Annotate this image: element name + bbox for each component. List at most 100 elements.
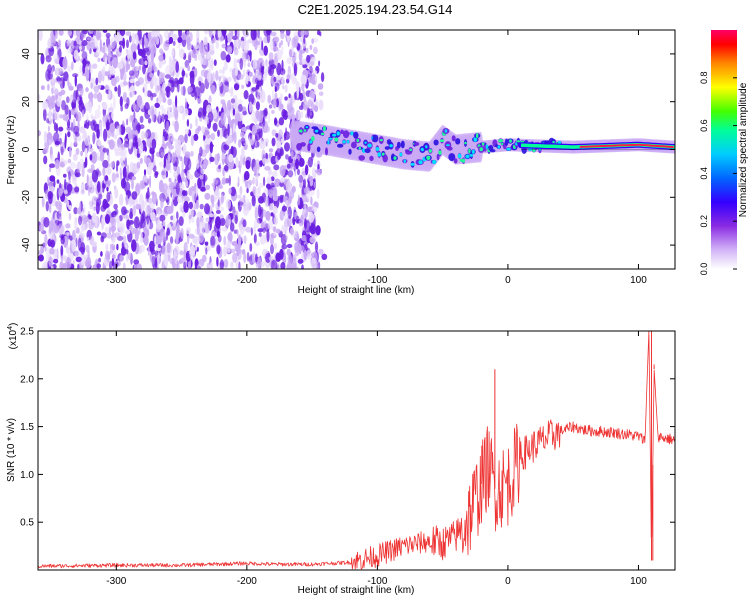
spectrogram-noise-blob bbox=[80, 150, 83, 157]
spectrogram-noise-blob bbox=[231, 241, 238, 246]
spectrogram-noise-blob bbox=[169, 30, 174, 36]
spectrogram-noise-blob bbox=[257, 257, 262, 269]
spectrogram-noise-blob bbox=[278, 117, 285, 126]
spectrogram-noise-blob bbox=[215, 203, 218, 209]
spectrogram-noise-blob bbox=[298, 157, 305, 167]
spectrogram-noise-blob bbox=[58, 215, 63, 222]
spectrogram-noise-blob bbox=[67, 30, 72, 37]
spectrogram-noise-blob bbox=[185, 73, 188, 78]
spectrogram-noise-blob bbox=[188, 214, 192, 220]
spectrogram-noise-blob bbox=[104, 203, 110, 208]
spectrogram-noise-blob bbox=[302, 104, 308, 110]
spectrogram-noise-blob bbox=[299, 182, 303, 189]
spectrogram-noise-blob bbox=[65, 246, 70, 254]
spectrogram-noise-blob bbox=[209, 261, 213, 269]
spectrogram-noise-blob bbox=[275, 228, 281, 234]
spectrogram-noise-blob bbox=[258, 232, 262, 237]
spectrogram-ridge-core bbox=[316, 146, 321, 153]
spectrogram-noise-blob bbox=[67, 65, 72, 72]
spectrogram-noise-blob bbox=[93, 206, 96, 212]
spectrogram-noise-blob bbox=[96, 263, 101, 269]
spectrogram-ridge-peak bbox=[506, 147, 511, 151]
spectrogram-noise-blob bbox=[297, 258, 304, 264]
spectrogram-noise-blob bbox=[245, 73, 249, 85]
spectrogram-noise-blob bbox=[98, 193, 103, 200]
spectrogram-noise-blob bbox=[76, 96, 80, 102]
spectrogram-noise-blob bbox=[154, 107, 157, 114]
spectrogram-noise-blob bbox=[315, 225, 321, 236]
spectrogram-noise-blob bbox=[172, 194, 175, 200]
spectrogram-noise-blob bbox=[42, 148, 49, 154]
spectrogram-ridge-peak bbox=[334, 137, 339, 142]
spectrogram-noise-blob bbox=[195, 128, 200, 135]
spectrogram-noise-blob bbox=[187, 158, 192, 171]
spectrogram-noise-blob bbox=[171, 33, 178, 41]
spectrogram-noise-blob bbox=[240, 137, 246, 144]
spectrogram-noise-blob bbox=[161, 77, 165, 83]
snr-y-tick-label: 1.5 bbox=[20, 422, 34, 433]
spectrogram-noise-blob bbox=[217, 129, 220, 137]
spectrogram-noise-blob bbox=[126, 39, 129, 49]
spectrogram-noise-blob bbox=[131, 178, 134, 190]
spectrogram-noise-blob bbox=[115, 173, 119, 178]
spectrogram-noise-blob bbox=[184, 128, 190, 135]
spectrogram-noise-blob bbox=[131, 239, 137, 252]
spectrogram-noise-blob bbox=[127, 51, 130, 64]
spectrogram-noise-blob bbox=[200, 69, 207, 77]
spectrogram-noise-blob bbox=[241, 249, 246, 255]
spectrogram-noise-blob bbox=[51, 216, 54, 230]
spectrogram-noise-blob bbox=[308, 211, 315, 223]
spectrogram-noise-blob bbox=[152, 36, 156, 43]
spectrogram-noise-blob bbox=[290, 165, 293, 172]
spectrogram-noise-blob bbox=[62, 77, 65, 89]
spectrogram-noise-blob bbox=[116, 160, 120, 167]
spectrogram-noise-blob bbox=[320, 72, 325, 83]
spectrogram-noise-blob bbox=[277, 154, 281, 161]
spectrogram-noise-blob bbox=[81, 109, 85, 118]
spectrogram-noise-blob bbox=[149, 60, 155, 71]
spectrogram-noise-blob bbox=[114, 187, 119, 199]
spectrogram-noise-blob bbox=[119, 140, 122, 146]
spectrogram-noise-blob bbox=[225, 198, 231, 210]
spectrogram-noise-blob bbox=[124, 156, 127, 168]
spectrogram-ridge-peak bbox=[418, 160, 423, 165]
spectrogram-noise-blob bbox=[140, 205, 144, 213]
spectrogram-noise-blob bbox=[140, 49, 146, 59]
spectrogram-noise-blob bbox=[188, 233, 195, 239]
spectrogram-noise-blob bbox=[126, 118, 129, 126]
spectrogram-noise-blob bbox=[84, 135, 90, 147]
spectrogram-noise-blob bbox=[238, 139, 242, 148]
spectrogram-noise-blob bbox=[143, 87, 148, 97]
spectrogram-noise-blob bbox=[235, 158, 239, 167]
spectrogram-noise-blob bbox=[264, 165, 271, 171]
spectrogram-noise-blob bbox=[221, 125, 227, 138]
spectrogram-noise-blob bbox=[129, 35, 132, 43]
spectrogram-noise-blob bbox=[291, 37, 297, 49]
spectrogram-noise-blob bbox=[274, 92, 278, 100]
spectrogram-ridge-core bbox=[396, 141, 401, 149]
spectrogram-noise-blob bbox=[105, 114, 111, 124]
spectrogram-noise-blob bbox=[230, 98, 236, 104]
spectrogram-noise-blob bbox=[286, 243, 293, 249]
spectrogram-noise-blob bbox=[58, 202, 62, 214]
spectrogram-noise-blob bbox=[181, 190, 187, 196]
spectrogram-ridge-peak bbox=[367, 143, 372, 148]
spectrogram-noise-blob bbox=[42, 100, 49, 110]
spectrogram-noise-blob bbox=[247, 62, 251, 68]
spectrogram-ridge-peak bbox=[420, 147, 425, 152]
spectrogram-noise-blob bbox=[291, 185, 296, 193]
spectrogram-noise-blob bbox=[246, 251, 250, 262]
spectrogram-noise-blob bbox=[48, 194, 53, 205]
spectrogram-noise-blob bbox=[255, 188, 261, 199]
spectrogram-noise-blob bbox=[212, 184, 216, 191]
spectrogram-noise-blob bbox=[120, 246, 127, 256]
spectrogram-noise-blob bbox=[285, 30, 291, 36]
spectrogram-noise-blob bbox=[124, 243, 128, 250]
spectrogram-noise-blob bbox=[252, 177, 255, 185]
spectrogram-noise-blob bbox=[176, 260, 179, 267]
spectrogram-ridge-peak bbox=[336, 131, 340, 136]
spectrogram-noise-blob bbox=[128, 139, 132, 150]
spectrogram-ridge-core bbox=[300, 142, 306, 147]
spectrogram-noise-blob bbox=[313, 46, 318, 55]
spectrogram-noise-blob bbox=[197, 98, 202, 104]
